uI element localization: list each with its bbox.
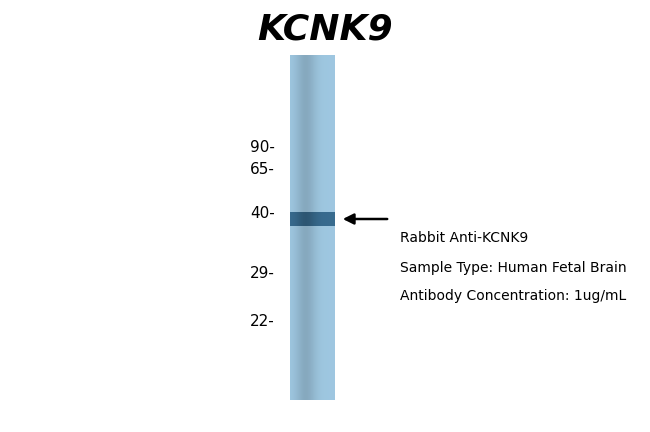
Text: Sample Type: Human Fetal Brain: Sample Type: Human Fetal Brain xyxy=(400,261,627,275)
Text: 65-: 65- xyxy=(250,162,275,178)
Text: 22-: 22- xyxy=(250,314,275,330)
Text: 29-: 29- xyxy=(250,266,275,280)
Text: 90-: 90- xyxy=(250,140,275,156)
Text: Rabbit Anti-KCNK9: Rabbit Anti-KCNK9 xyxy=(400,231,528,245)
Text: 40-: 40- xyxy=(250,206,275,222)
Text: KCNK9: KCNK9 xyxy=(257,13,393,47)
Text: Antibody Concentration: 1ug/mL: Antibody Concentration: 1ug/mL xyxy=(400,289,626,303)
